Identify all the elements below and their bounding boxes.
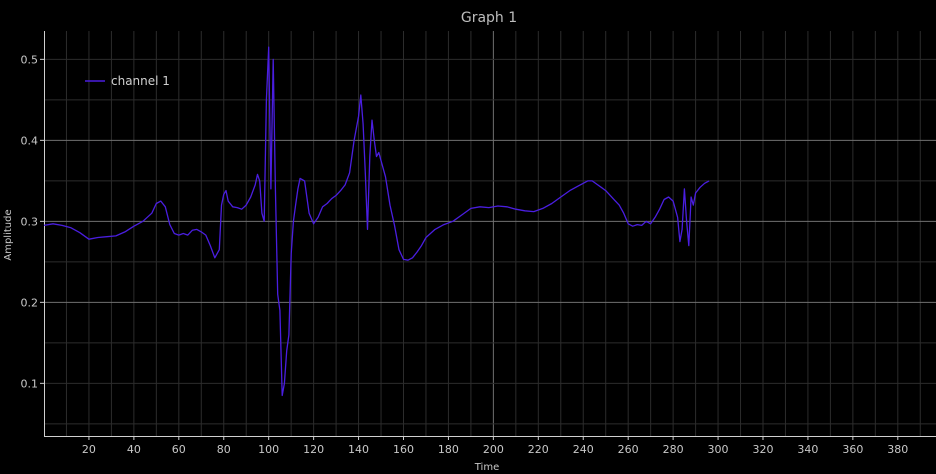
series-layer <box>43 46 710 397</box>
x-axis-label: Time <box>474 462 499 473</box>
y-tick-label: 0.4 <box>21 134 39 147</box>
tick-labels: 20 40 60 80 100 120 140 160 180 200 220 240 260 280 30… <box>21 53 909 456</box>
x-tick-label: 300 <box>708 443 729 456</box>
x-tick-label: 380 <box>887 443 908 456</box>
x-tick-label: 100 <box>258 443 279 456</box>
x-tick-label: 180 <box>438 443 459 456</box>
x-tick-label: 360 <box>842 443 863 456</box>
x-tick-label: 220 <box>528 443 549 456</box>
x-tick-label: 60 <box>172 443 186 456</box>
x-tick-label: 320 <box>752 443 773 456</box>
grid <box>44 31 936 436</box>
x-tick-label: 280 <box>663 443 684 456</box>
x-tick-label: 120 <box>303 443 324 456</box>
y-axis-label: Amplitude <box>3 209 14 260</box>
x-tick-label: 340 <box>797 443 818 456</box>
x-tick-label: 80 <box>217 443 231 456</box>
x-tick-label: 240 <box>573 443 594 456</box>
x-tick-label: 260 <box>618 443 639 456</box>
y-tick-label: 0.3 <box>21 215 39 228</box>
axes <box>44 31 936 437</box>
y-tick-label: 0.1 <box>21 377 39 390</box>
x-tick-label: 140 <box>348 443 369 456</box>
legend-label-channel-1: channel 1 <box>111 74 170 88</box>
x-tick-label: 200 <box>483 443 504 456</box>
x-tick-label: 160 <box>393 443 414 456</box>
x-tick-label: 20 <box>82 443 96 456</box>
y-tick-label: 0.5 <box>21 53 39 66</box>
y-tick-label: 0.2 <box>21 296 39 309</box>
legend: channel 1 <box>85 74 170 88</box>
chart-title: Graph 1 <box>461 10 517 26</box>
series-line-channel-1 <box>43 46 710 397</box>
x-tick-label: 40 <box>127 443 141 456</box>
